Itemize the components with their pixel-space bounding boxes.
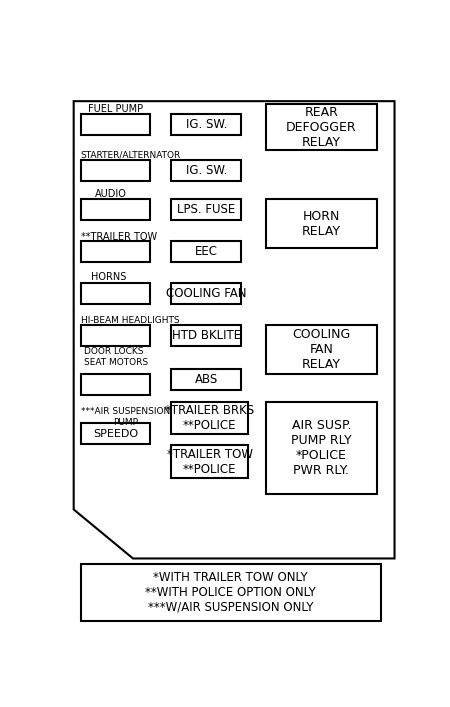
Bar (171, 241, 241, 262)
Bar (171, 402, 248, 434)
Text: COOLING
FAN
RELAY: COOLING FAN RELAY (292, 329, 351, 371)
Text: IG. SW.: IG. SW. (185, 118, 227, 131)
Bar (81, 241, 150, 262)
Bar (81, 160, 150, 181)
Bar (171, 115, 241, 135)
Bar (171, 445, 248, 478)
Text: REAR
DEFOGGER
RELAY: REAR DEFOGGER RELAY (286, 105, 356, 148)
Bar (81, 375, 150, 395)
Bar (171, 160, 241, 181)
Text: HORNS: HORNS (91, 272, 126, 283)
Text: AUDIO: AUDIO (94, 189, 126, 199)
Bar (266, 402, 377, 494)
Bar (171, 199, 241, 220)
Bar (266, 199, 377, 248)
Text: *TRAILER BRKS
**POLICE: *TRAILER BRKS **POLICE (165, 404, 254, 432)
Text: **TRAILER TOW: **TRAILER TOW (81, 232, 157, 242)
Bar (171, 283, 241, 304)
Text: STARTER/ALTERNATOR: STARTER/ALTERNATOR (81, 151, 181, 160)
Bar (266, 325, 377, 375)
Bar (266, 104, 377, 150)
Text: IG. SW.: IG. SW. (185, 164, 227, 177)
Bar (81, 325, 150, 346)
Bar (81, 564, 381, 621)
Text: EEC: EEC (195, 245, 218, 258)
Text: SPEEDO: SPEEDO (93, 428, 138, 439)
Text: ***AIR SUSPENSION
PUMP: ***AIR SUSPENSION PUMP (81, 407, 170, 426)
Text: *WITH TRAILER TOW ONLY
**WITH POLICE OPTION ONLY
***W/AIR SUSPENSION ONLY: *WITH TRAILER TOW ONLY **WITH POLICE OPT… (145, 571, 316, 614)
Bar (171, 325, 241, 346)
Polygon shape (74, 101, 395, 559)
Bar (81, 115, 150, 135)
Text: DOOR LOCKS
SEAT MOTORS: DOOR LOCKS SEAT MOTORS (84, 347, 148, 367)
Bar (81, 423, 150, 444)
Text: FUEL PUMP: FUEL PUMP (88, 104, 143, 115)
Text: HORN
RELAY: HORN RELAY (302, 210, 341, 238)
Bar (81, 199, 150, 220)
Text: COOLING FAN: COOLING FAN (166, 287, 247, 300)
Text: LPS. FUSE: LPS. FUSE (177, 203, 235, 216)
Bar (81, 283, 150, 304)
Text: HI-BEAM HEADLIGHTS: HI-BEAM HEADLIGHTS (81, 317, 179, 325)
Text: AIR SUSP.
PUMP RLY
*POLICE
PWR RLY.: AIR SUSP. PUMP RLY *POLICE PWR RLY. (291, 419, 351, 477)
Text: ABS: ABS (194, 373, 218, 386)
Text: HTD BKLITE: HTD BKLITE (171, 329, 241, 342)
Bar (171, 369, 241, 390)
Text: *TRAILER TOW
**POLICE: *TRAILER TOW **POLICE (166, 448, 253, 476)
